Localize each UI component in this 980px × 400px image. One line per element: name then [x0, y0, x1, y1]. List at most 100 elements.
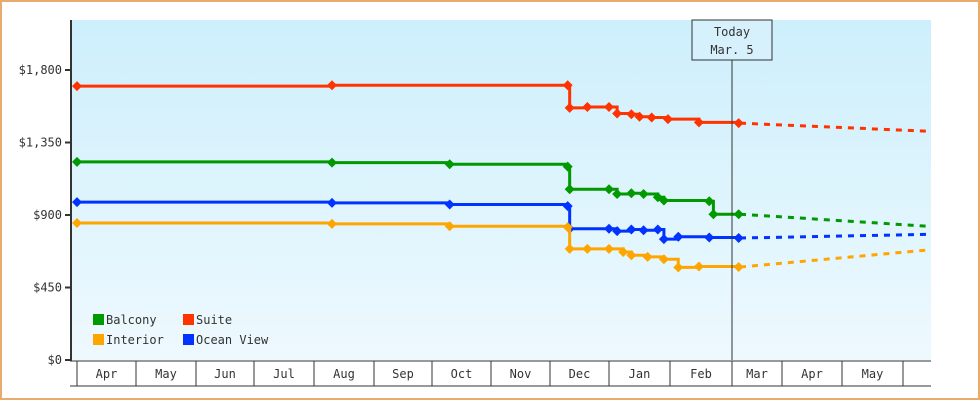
data-point[interactable] — [658, 195, 669, 206]
x-month-label: Oct — [451, 367, 473, 381]
data-point[interactable] — [564, 102, 575, 113]
data-point[interactable] — [72, 197, 82, 208]
data-point[interactable] — [626, 109, 637, 120]
x-month-label: Feb — [690, 367, 712, 381]
today-date: Mar. 5 — [710, 43, 753, 57]
data-point[interactable] — [733, 262, 744, 273]
x-month-label: Aug — [333, 367, 355, 381]
data-point[interactable] — [564, 184, 575, 195]
data-point[interactable] — [642, 251, 653, 262]
projection-line — [739, 232, 929, 240]
legend-swatch — [183, 334, 194, 345]
x-month-label: May — [862, 367, 884, 381]
x-month-label: Jun — [214, 367, 236, 381]
x-month-label: Jul — [273, 367, 295, 381]
data-point[interactable] — [612, 226, 623, 237]
data-point[interactable] — [562, 201, 573, 212]
series-layer — [72, 80, 929, 273]
y-tick-label: $0 — [48, 353, 62, 367]
data-point[interactable] — [604, 223, 614, 234]
y-tick-label: $1,800 — [19, 63, 62, 77]
data-point[interactable] — [72, 218, 82, 229]
legend-item-suite[interactable]: Suite — [183, 313, 232, 327]
legend-swatch — [93, 334, 104, 345]
data-point[interactable] — [562, 222, 573, 233]
data-point[interactable] — [693, 261, 704, 272]
data-point[interactable] — [327, 197, 337, 208]
legend-swatch — [93, 314, 104, 325]
data-point[interactable] — [652, 224, 663, 235]
data-point[interactable] — [673, 231, 684, 242]
y-axis: $0 $450 $900 $1,350 $1,800 — [19, 20, 72, 367]
y-tick-label: $900 — [33, 208, 62, 222]
projection-line — [739, 248, 929, 269]
data-point[interactable] — [327, 80, 337, 91]
data-point[interactable] — [444, 199, 455, 210]
legend-item-ocean-view[interactable]: Ocean View — [183, 333, 269, 347]
data-point[interactable] — [562, 80, 573, 91]
legend: Balcony Suite Interior Ocean View — [93, 313, 269, 347]
data-point[interactable] — [662, 114, 673, 125]
legend-item-interior[interactable]: Interior — [93, 333, 164, 347]
x-month-label: Apr — [801, 367, 823, 381]
today-label: Today — [714, 25, 750, 39]
data-point[interactable] — [658, 234, 669, 245]
data-point[interactable] — [612, 108, 623, 119]
data-point[interactable] — [638, 225, 649, 236]
x-month-label: Jan — [629, 367, 651, 381]
data-point[interactable] — [604, 184, 614, 195]
data-point[interactable] — [327, 218, 337, 229]
data-point[interactable] — [444, 221, 455, 232]
projection-line — [739, 121, 929, 133]
x-axis: Apr May Jun Jul Aug Sep Oct Nov Dec Jan Feb Mar Apr M… — [70, 360, 931, 387]
data-point[interactable] — [658, 254, 669, 265]
legend-label: Ocean View — [196, 333, 269, 347]
x-month-label: Sep — [392, 367, 414, 381]
legend-label: Balcony — [106, 313, 157, 327]
data-point[interactable] — [626, 188, 637, 199]
data-point[interactable] — [733, 118, 744, 129]
series-balcony — [72, 156, 929, 228]
data-point[interactable] — [582, 243, 593, 254]
data-point[interactable] — [562, 161, 573, 172]
data-point[interactable] — [646, 112, 657, 123]
data-point[interactable] — [618, 247, 629, 258]
projection-line — [739, 212, 929, 228]
data-point[interactable] — [564, 243, 575, 254]
y-tick-label: $1,350 — [19, 136, 62, 150]
data-point[interactable] — [612, 189, 623, 200]
y-tick-label: $450 — [33, 281, 62, 295]
data-point[interactable] — [604, 243, 614, 254]
legend-item-balcony[interactable]: Balcony — [93, 313, 157, 327]
x-month-label: Nov — [510, 367, 532, 381]
data-point[interactable] — [634, 111, 645, 122]
today-box — [691, 19, 773, 61]
data-point[interactable] — [673, 262, 684, 273]
data-point[interactable] — [72, 156, 82, 167]
legend-label: Suite — [196, 313, 232, 327]
data-point[interactable] — [626, 250, 637, 261]
today-marker: Today Mar. 5 — [691, 19, 773, 360]
x-month-label: Dec — [569, 367, 591, 381]
series-suite — [72, 80, 929, 133]
data-point[interactable] — [708, 209, 719, 220]
series-interior — [72, 218, 929, 273]
data-point[interactable] — [693, 117, 704, 128]
data-point[interactable] — [638, 189, 649, 200]
data-point[interactable] — [704, 196, 715, 207]
data-point[interactable] — [704, 232, 715, 243]
x-month-label: Mar — [746, 367, 768, 381]
data-point[interactable] — [327, 157, 337, 168]
data-point[interactable] — [733, 233, 744, 244]
legend-swatch — [183, 314, 194, 325]
x-month-label: Apr — [96, 367, 118, 381]
data-point[interactable] — [444, 159, 455, 170]
data-point[interactable] — [72, 81, 82, 92]
data-point[interactable] — [733, 209, 744, 220]
plot-area — [71, 20, 931, 360]
data-point[interactable] — [582, 102, 593, 113]
data-point[interactable] — [604, 102, 614, 113]
legend-label: Interior — [106, 333, 164, 347]
data-point[interactable] — [626, 224, 637, 235]
